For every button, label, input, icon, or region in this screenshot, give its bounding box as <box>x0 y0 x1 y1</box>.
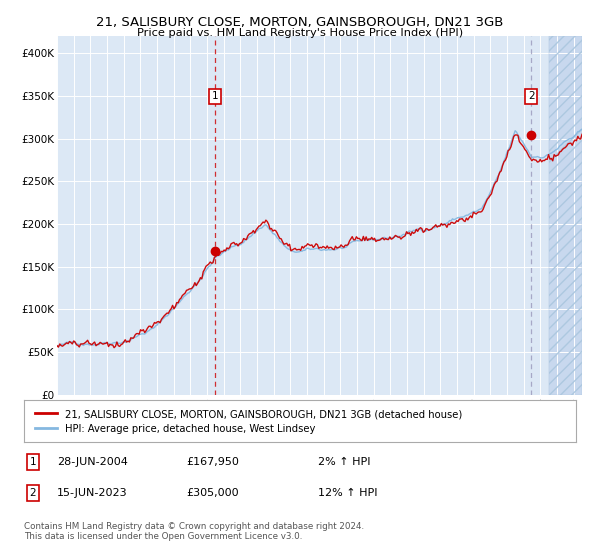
Text: £305,000: £305,000 <box>186 488 239 498</box>
Bar <box>548 36 582 395</box>
Text: Price paid vs. HM Land Registry's House Price Index (HPI): Price paid vs. HM Land Registry's House … <box>137 28 463 38</box>
Legend: 21, SALISBURY CLOSE, MORTON, GAINSBOROUGH, DN21 3GB (detached house), HPI: Avera: 21, SALISBURY CLOSE, MORTON, GAINSBOROUG… <box>32 406 465 437</box>
Text: 21, SALISBURY CLOSE, MORTON, GAINSBOROUGH, DN21 3GB: 21, SALISBURY CLOSE, MORTON, GAINSBOROUG… <box>97 16 503 29</box>
Text: 2% ↑ HPI: 2% ↑ HPI <box>318 457 371 467</box>
Text: £167,950: £167,950 <box>186 457 239 467</box>
Text: 28-JUN-2004: 28-JUN-2004 <box>57 457 128 467</box>
Text: Contains HM Land Registry data © Crown copyright and database right 2024.
This d: Contains HM Land Registry data © Crown c… <box>24 522 364 542</box>
Text: 1: 1 <box>29 457 37 467</box>
Text: 2: 2 <box>528 91 535 101</box>
Text: 15-JUN-2023: 15-JUN-2023 <box>57 488 128 498</box>
Text: 1: 1 <box>212 91 218 101</box>
Text: 2: 2 <box>29 488 37 498</box>
Bar <box>548 36 582 395</box>
Text: 12% ↑ HPI: 12% ↑ HPI <box>318 488 377 498</box>
